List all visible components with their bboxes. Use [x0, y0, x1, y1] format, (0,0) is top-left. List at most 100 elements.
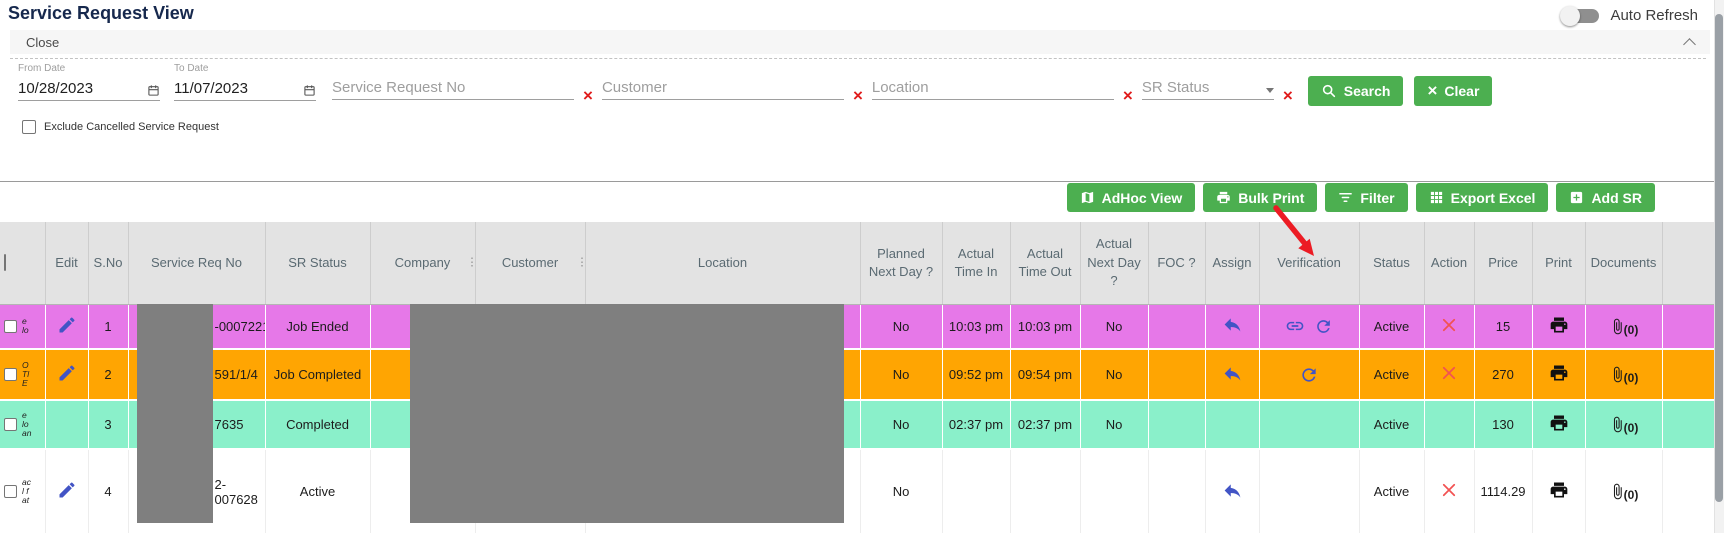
- auto-refresh-control: Auto Refresh: [1563, 7, 1698, 24]
- assign-reply-arrow-icon[interactable]: [1222, 363, 1243, 384]
- from-date-input[interactable]: 10/28/2023: [18, 79, 160, 101]
- header-select-all: [0, 222, 45, 304]
- cell-foc: [1148, 304, 1205, 349]
- cell-actual-next-day: No: [1080, 400, 1148, 449]
- adhoc-view-button[interactable]: AdHoc View: [1067, 183, 1196, 212]
- print-icon[interactable]: [1549, 413, 1569, 433]
- redaction-block: [137, 304, 213, 523]
- customer-field: Customer: [602, 63, 844, 100]
- link-icon[interactable]: [1285, 316, 1305, 336]
- scrollbar-thumb[interactable]: [1715, 14, 1723, 502]
- edit-pencil-icon[interactable]: [57, 480, 77, 500]
- header-customer: Customer⋮: [475, 222, 585, 304]
- location-input[interactable]: Location: [872, 78, 1114, 100]
- documents-attachment[interactable]: (0): [1588, 414, 1660, 435]
- cell-sno: 3: [88, 400, 128, 449]
- cell-price: 130: [1474, 400, 1532, 449]
- cancel-x-icon[interactable]: [1440, 316, 1458, 334]
- calendar-icon[interactable]: [147, 84, 160, 97]
- search-button[interactable]: Search: [1308, 76, 1404, 106]
- sr-status-select[interactable]: SR Status: [1142, 78, 1274, 100]
- cell-price: 15: [1474, 304, 1532, 349]
- documents-attachment[interactable]: (0): [1588, 316, 1660, 337]
- cell-planned-next-day: No: [860, 304, 942, 349]
- cell-assign-empty: [1205, 400, 1259, 449]
- auto-refresh-toggle[interactable]: [1563, 9, 1599, 23]
- row-checkbox[interactable]: [4, 368, 17, 381]
- cell-actual-next-day: [1080, 449, 1148, 533]
- to-date-input[interactable]: 11/07/2023: [174, 79, 316, 101]
- cell-foc: [1148, 349, 1205, 400]
- cell-verification-empty: [1259, 400, 1359, 449]
- grid-icon: [1429, 190, 1444, 205]
- assign-reply-arrow-icon[interactable]: [1222, 314, 1243, 335]
- calendar-icon[interactable]: [303, 84, 316, 97]
- service-request-table: Edit S.No Service Req No SR Status Compa…: [0, 222, 1715, 533]
- from-date-field: From Date 10/28/2023: [18, 63, 160, 101]
- exclude-cancelled-label: Exclude Cancelled Service Request: [44, 121, 219, 133]
- refresh-icon[interactable]: [1314, 317, 1333, 336]
- clear-button[interactable]: × Clear: [1414, 76, 1492, 106]
- documents-attachment[interactable]: (0): [1588, 481, 1660, 502]
- cell-sr-status: Completed: [265, 400, 370, 449]
- header-foc: FOC ?: [1148, 222, 1205, 304]
- cell-time-out: 09:54 pm: [1010, 349, 1080, 400]
- search-icon: [1321, 83, 1337, 99]
- cell-status: Active: [1359, 304, 1424, 349]
- add-box-icon: [1569, 190, 1584, 205]
- clear-service-request-no-icon[interactable]: ×: [583, 87, 593, 104]
- panel-divider: [0, 181, 1714, 182]
- print-icon[interactable]: [1549, 480, 1569, 500]
- cancel-x-icon[interactable]: [1440, 364, 1458, 382]
- add-sr-button[interactable]: Add SR: [1556, 183, 1655, 212]
- row-checkbox[interactable]: [4, 418, 17, 431]
- edit-pencil-icon[interactable]: [57, 315, 77, 335]
- cell-time-in: 10:03 pm: [942, 304, 1010, 349]
- annotation-arrow: [1248, 196, 1338, 271]
- cell-time-in: 02:37 pm: [942, 400, 1010, 449]
- chevron-down-icon[interactable]: [1266, 88, 1274, 93]
- documents-attachment[interactable]: (0): [1588, 364, 1660, 385]
- export-excel-button[interactable]: Export Excel: [1416, 183, 1549, 212]
- cell-status: Active: [1359, 449, 1424, 533]
- header-actual-next-day: Actual Next Day ?: [1080, 222, 1148, 304]
- toggle-knob-icon: [1560, 6, 1580, 26]
- cell-sr-status: Job Completed: [265, 349, 370, 400]
- cell-time-out: [1010, 449, 1080, 533]
- filter-icon: [1338, 190, 1353, 205]
- customer-input[interactable]: Customer: [602, 78, 844, 100]
- cancel-x-icon[interactable]: [1440, 481, 1458, 499]
- close-button[interactable]: Close: [26, 35, 59, 50]
- exclude-cancelled-checkbox[interactable]: [22, 120, 36, 134]
- assign-reply-arrow-icon[interactable]: [1222, 480, 1243, 501]
- clear-sr-status-icon[interactable]: ×: [1283, 87, 1293, 104]
- clear-location-icon[interactable]: ×: [1123, 87, 1133, 104]
- row-checkbox[interactable]: [4, 320, 17, 333]
- cell-sno: 1: [88, 304, 128, 349]
- cell-sno: 2: [88, 349, 128, 400]
- scrollbar-track[interactable]: [1714, 0, 1724, 533]
- refresh-icon[interactable]: [1299, 365, 1319, 385]
- cell-edit-empty: [45, 400, 88, 449]
- printer-icon: [1216, 190, 1231, 205]
- select-all-checkbox[interactable]: [4, 254, 6, 271]
- cell-sno: 4: [88, 449, 128, 533]
- collapse-chevron-icon[interactable]: [1683, 38, 1696, 51]
- edit-pencil-icon[interactable]: [57, 363, 77, 383]
- close-icon: ×: [1427, 84, 1437, 98]
- redaction-block: [410, 304, 844, 523]
- to-date-label: To Date: [174, 63, 316, 74]
- print-icon[interactable]: [1549, 315, 1569, 335]
- table-row: elo 1 -0007221 Job Ended No 10:03 pm 10:…: [0, 304, 1714, 349]
- clear-customer-icon[interactable]: ×: [853, 87, 863, 104]
- truncated-text: OTlE: [22, 361, 29, 388]
- table-toolbar: AdHoc View Bulk Print Filter Export Exce…: [1067, 183, 1655, 212]
- cell-price: 270: [1474, 349, 1532, 400]
- table-row: acl fat 4 2-007628 Active No Active 1114…: [0, 449, 1714, 533]
- print-icon[interactable]: [1549, 363, 1569, 383]
- header-sno: S.No: [88, 222, 128, 304]
- cell-foc: [1148, 400, 1205, 449]
- service-request-no-input[interactable]: Service Request No: [332, 78, 574, 100]
- row-checkbox[interactable]: [4, 485, 17, 498]
- cell-filler: [1662, 400, 1714, 449]
